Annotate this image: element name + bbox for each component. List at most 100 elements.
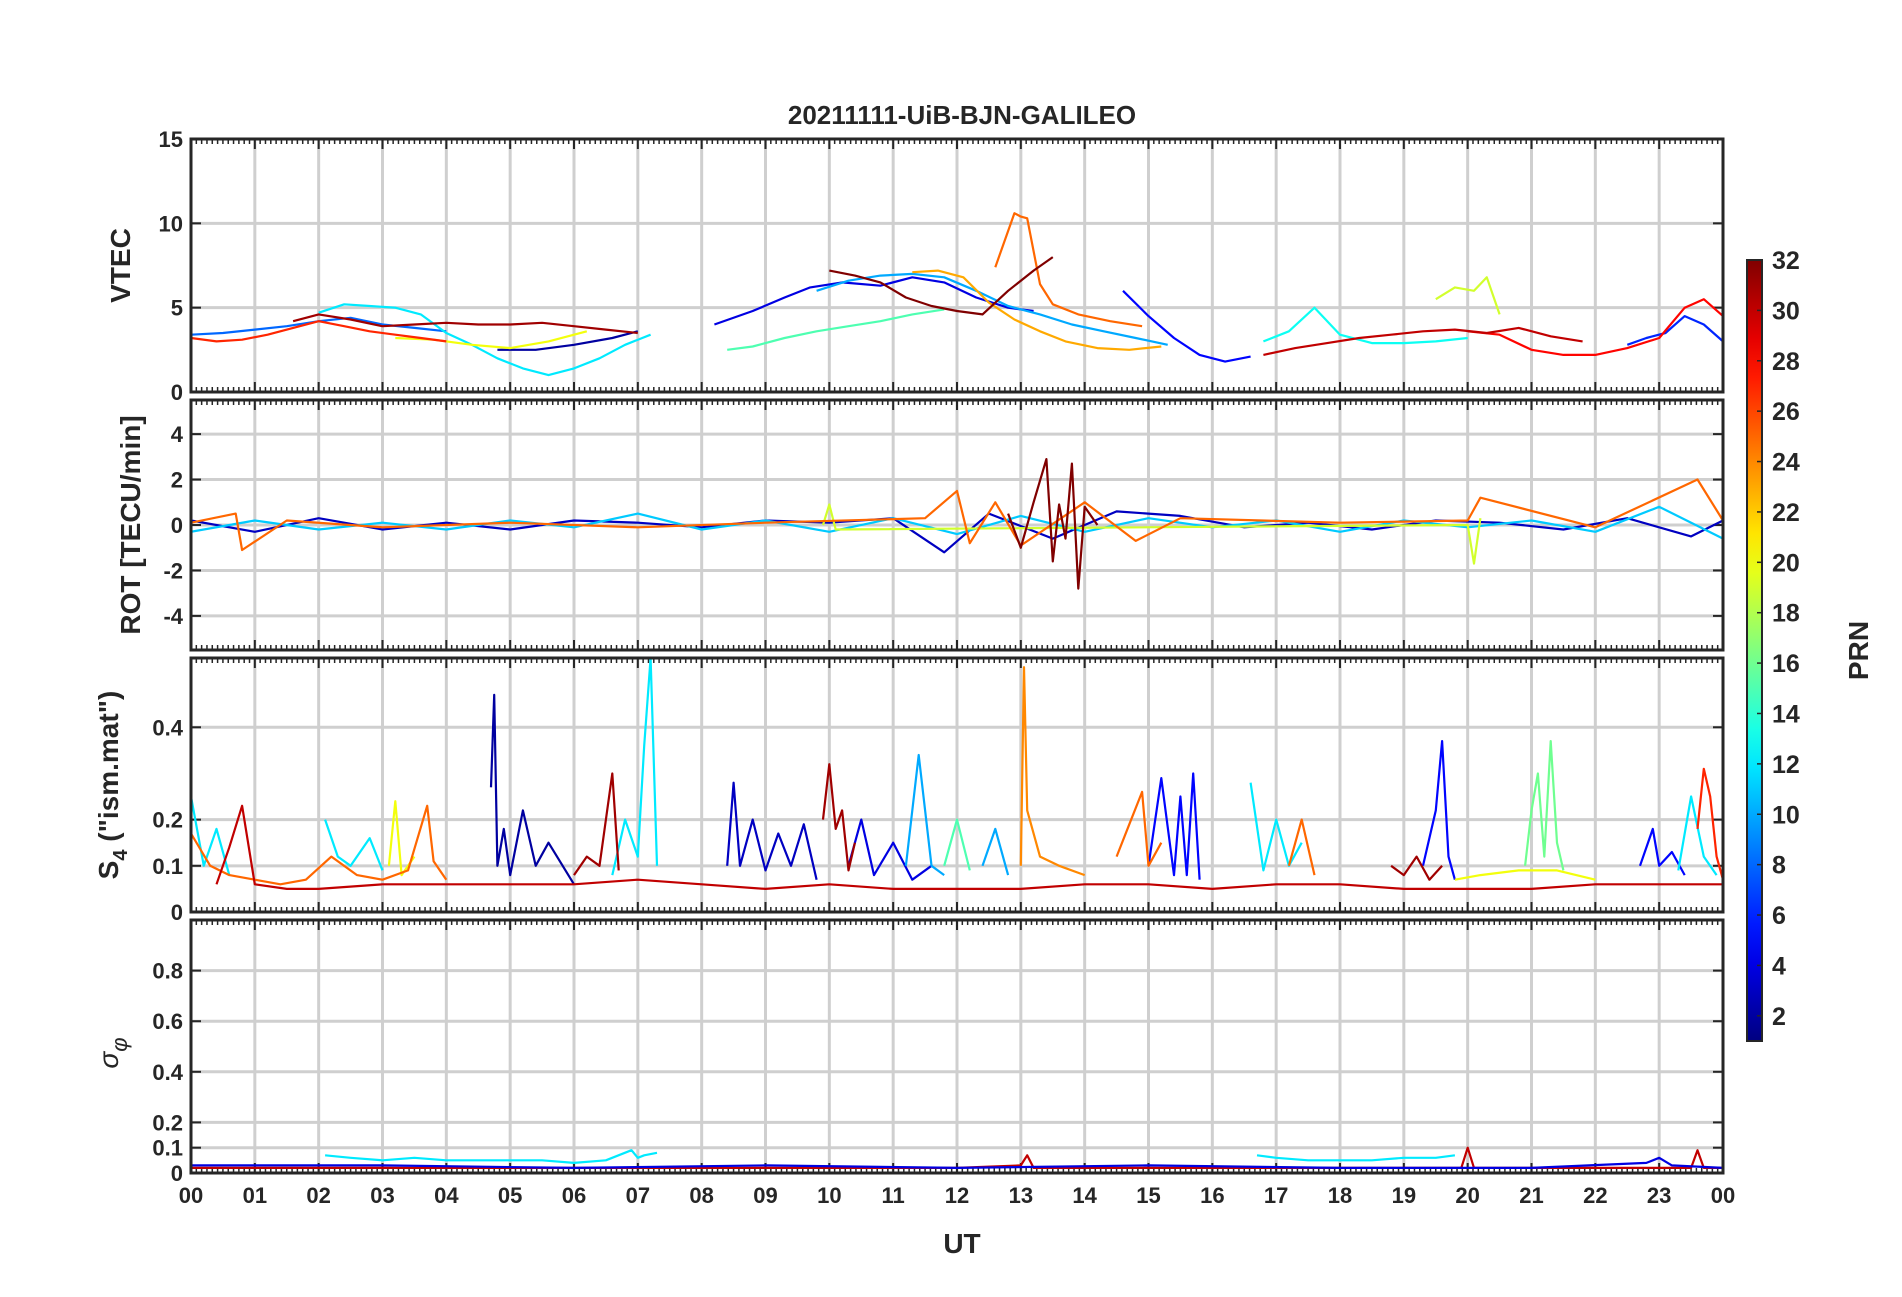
series-line-prn-25 (1115, 790, 1163, 867)
x-tick-label: 08 (689, 1183, 713, 1208)
series-line-prn-15 (943, 818, 971, 871)
series-line-prn-12 (324, 819, 384, 871)
series-line-prn-27 (1696, 767, 1723, 880)
x-tick-label: 00 (179, 1183, 203, 1208)
colorbar-tick-label: 6 (1772, 902, 1786, 930)
colorbar-tick-label: 26 (1772, 398, 1800, 426)
series-line-prn-31 (1390, 855, 1443, 881)
y-tick-label: 0.2 (152, 808, 183, 833)
x-tick-label: 14 (1072, 1183, 1097, 1208)
series-line-prn-31 (821, 763, 856, 872)
series-line-prn-27 (191, 320, 447, 343)
series-line-prn-20 (1454, 869, 1596, 881)
colorbar-tick-label: 8 (1772, 852, 1786, 880)
y-tick-label: 0.8 (152, 959, 183, 984)
colorbar-tick-label: 30 (1772, 297, 1800, 325)
y-tick-label: 2 (171, 468, 183, 493)
series-line-prn-4 (847, 818, 933, 881)
y-axis-label: σφ (93, 1037, 132, 1068)
x-tick-label: 15 (1136, 1183, 1160, 1208)
colorbar-tick-label: 22 (1772, 499, 1800, 527)
colorbar-tick-label: 32 (1772, 247, 1800, 275)
series-line-prn-3 (726, 781, 818, 880)
series-line-prn-19 (821, 503, 1482, 565)
series-line-prn-10 (981, 827, 1010, 876)
x-tick-label: 18 (1328, 1183, 1352, 1208)
series-line-prn-25 (1287, 818, 1316, 876)
colorbar-label: PRN (1843, 621, 1874, 680)
panel-sigma_phi: 00.10.2 0.4 0.6 0.8 σφ (93, 918, 1725, 1186)
x-tick-label: 04 (434, 1183, 459, 1208)
series-line-prn-5 (1638, 827, 1686, 876)
y-tick-label: 0 (171, 513, 183, 538)
colorbar-tick-label: 20 (1772, 549, 1800, 577)
series-line-prn-30 (1263, 326, 1583, 356)
y-tick-label: 0.4 (152, 1060, 183, 1085)
series-line-prn-5 (1147, 772, 1201, 880)
y-axis-label-rest: ("ism.mat") (93, 691, 124, 850)
series-line-prn-6 (1626, 315, 1723, 346)
chart-title: 20211111-UiB-BJN-GALILEO (788, 100, 1136, 130)
y-tick-label: 15 (159, 127, 183, 152)
x-tick-label: 16 (1200, 1183, 1224, 1208)
colorbar-tick-label: 18 (1772, 600, 1800, 628)
panel-vtec: 0 5 10 15 VTEC (105, 127, 1725, 405)
y-axis-label: ROT [TECU/min] (115, 415, 146, 634)
x-tick-label: 19 (1392, 1183, 1416, 1208)
y-tick-label: 0.6 (152, 1009, 183, 1034)
y-tick-label: -2 (163, 558, 183, 583)
x-tick-label: 07 (626, 1183, 650, 1208)
series-line-prn-25 (191, 804, 448, 886)
x-tick-label: 09 (753, 1183, 777, 1208)
y-tick-label: 0 (171, 380, 183, 405)
y-tick-label: -4 (163, 604, 183, 629)
x-tick-label: 21 (1519, 1183, 1543, 1208)
y-tick-label: 0 (171, 1161, 183, 1186)
y-tick-label: 0.1 (152, 1136, 183, 1161)
x-tick-label: 03 (370, 1183, 394, 1208)
x-tick-label: 17 (1264, 1183, 1288, 1208)
series-line-prn-12 (1249, 782, 1303, 872)
series-line-prn-12 (611, 658, 659, 876)
colorbar-tick-label: 14 (1772, 700, 1800, 728)
y-tick-label: 10 (159, 211, 183, 236)
series-line-prn-31 (292, 313, 638, 335)
panel-s4-series (191, 658, 1723, 891)
series-line-prn-12 (324, 1149, 658, 1165)
colorbar-tick-label: 24 (1772, 449, 1800, 477)
series-line-prn-31 (573, 772, 620, 876)
y-axis-label-subscript: 4 (110, 849, 132, 861)
series-line-prn-2 (489, 693, 575, 885)
x-tick-label: 01 (243, 1183, 267, 1208)
series-line-prn-5 (1122, 290, 1251, 363)
y-axis-label-subscript: φ (107, 1037, 132, 1051)
panel-vtec-series (191, 212, 1723, 377)
x-tick-label: 00 (1711, 1183, 1735, 1208)
panel-rot-series (191, 458, 1723, 590)
x-tick-label: 13 (1009, 1183, 1033, 1208)
series-line-prn-5 (1421, 739, 1456, 880)
series-line-prn-12 (191, 796, 231, 876)
y-tick-label: 4 (171, 422, 184, 447)
series-line-prn-20 (387, 800, 416, 877)
x-tick-label: 10 (817, 1183, 841, 1208)
series-line-prn-2 (497, 330, 639, 351)
series-line-prn-30 (215, 804, 1723, 891)
colorbar-tick-label: 2 (1772, 1003, 1786, 1031)
y-axis-label: S4 ("ism.mat") (93, 691, 132, 880)
colorbar-tick-label: 10 (1772, 801, 1800, 829)
panel-sigma_phi-series (191, 1146, 1723, 1170)
y-tick-label: 0.2 (152, 1110, 183, 1135)
x-tick-label: 06 (562, 1183, 586, 1208)
y-tick-label: 0.1 (152, 854, 183, 879)
y-axis-label-main: S (93, 861, 124, 880)
series-line-prn-25 (191, 478, 1723, 552)
series-line-prn-4 (191, 1156, 1723, 1170)
series-line-prn-10 (904, 753, 945, 876)
series-line-prn-10 (816, 272, 1168, 346)
panel-s4-frame (189, 656, 1725, 914)
series-line-prn-12 (318, 303, 652, 377)
